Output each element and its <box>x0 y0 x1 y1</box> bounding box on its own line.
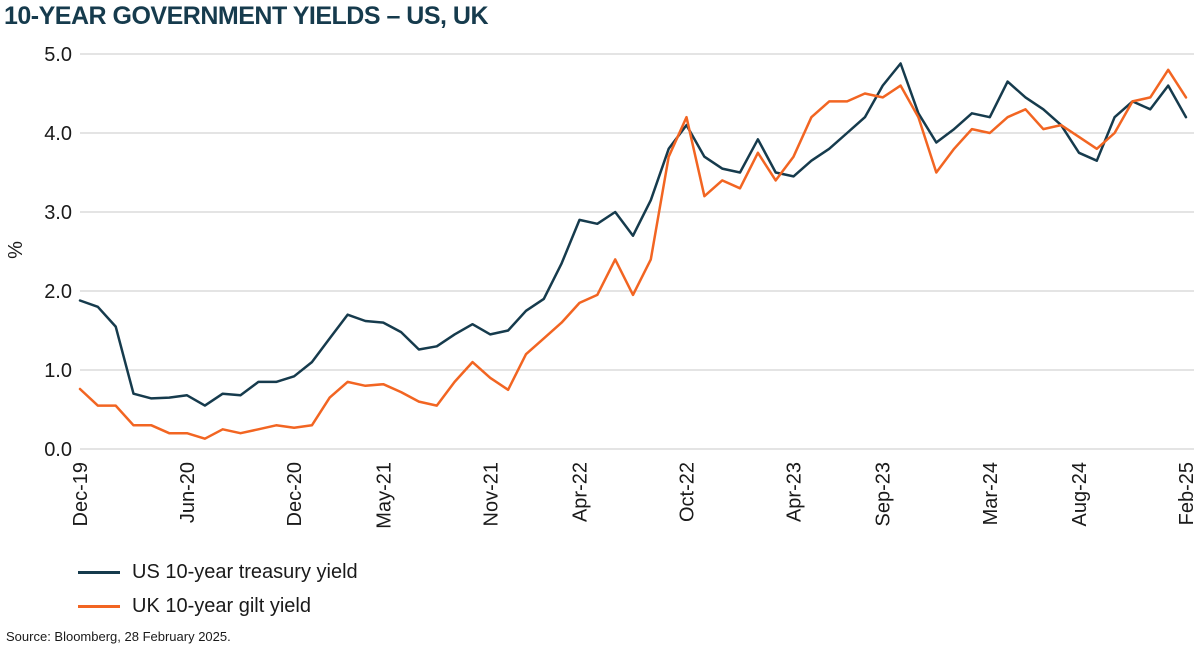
x-tick-label: Feb-25 <box>1176 462 1198 525</box>
legend-item-uk: UK 10-year gilt yield <box>78 589 358 623</box>
source-note: Source: Bloomberg, 28 February 2025. <box>6 629 231 644</box>
y-tick-label: 1.0 <box>44 360 72 382</box>
y-axis-ticks: 0.0 1.0 2.0 3.0 4.0 5.0 <box>44 44 72 461</box>
x-axis-ticks: Dec-19 Jun-20 Dec-20 May-21 Nov-21 Apr-22 Oct-… <box>70 462 1198 529</box>
legend: US 10-year treasury yield UK 10-year gil… <box>78 555 358 623</box>
series-line-uk <box>78 68 1188 440</box>
y-tick-label: 2.0 <box>44 281 72 303</box>
y-tick-label: 3.0 <box>44 202 72 224</box>
legend-label-uk: UK 10-year gilt yield <box>132 594 311 617</box>
series-points-us <box>79 63 1187 406</box>
chart-title: 10-YEAR GOVERNMENT YIELDS – US, UK <box>4 2 489 30</box>
x-tick-label: Nov-21 <box>480 462 502 526</box>
x-tick-label: May-21 <box>373 462 395 529</box>
x-tick-label: Apr-22 <box>569 462 591 522</box>
legend-label-us: US 10-year treasury yield <box>132 560 358 583</box>
legend-swatch-uk <box>78 604 120 608</box>
x-tick-label: Dec-20 <box>284 462 306 526</box>
x-tick-label: Sep-23 <box>873 462 895 527</box>
series-line-us <box>78 62 1188 407</box>
y-tick-label: 0.0 <box>44 439 72 461</box>
y-axis-label: % <box>5 241 27 259</box>
gridlines <box>80 53 1194 450</box>
x-tick-label: Oct-22 <box>677 462 699 522</box>
legend-item-us: US 10-year treasury yield <box>78 555 358 589</box>
x-tick-label: Dec-19 <box>70 462 92 526</box>
x-tick-label: Mar-24 <box>980 462 1002 525</box>
series-lines <box>78 62 1188 440</box>
x-tick-label: Jun-20 <box>177 462 199 523</box>
y-tick-label: 4.0 <box>44 123 72 145</box>
y-tick-label: 5.0 <box>44 44 72 66</box>
x-tick-label: Aug-24 <box>1069 462 1091 527</box>
legend-swatch-us <box>78 570 120 574</box>
series-points-uk <box>79 69 1187 439</box>
x-tick-label: Apr-23 <box>784 462 806 522</box>
